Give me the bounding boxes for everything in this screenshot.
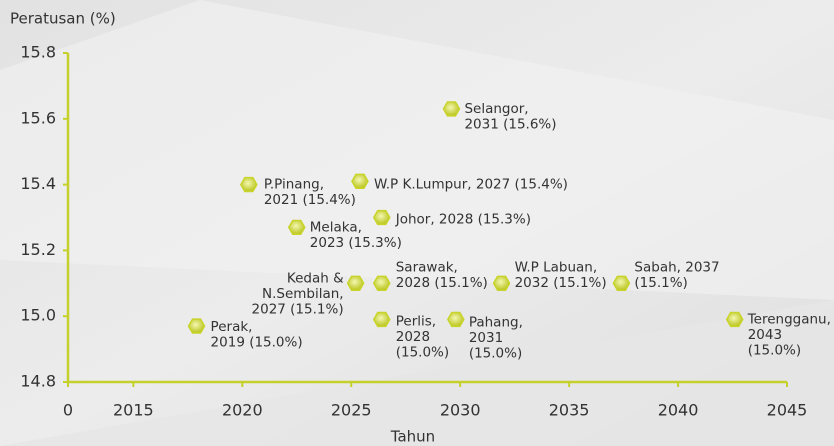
y-tick-label: 15.8 xyxy=(20,43,56,62)
point-label: W.P K.Lumpur, 2027 (15.4%) xyxy=(374,176,568,192)
point-label: 2021 (15.4%) xyxy=(264,192,356,208)
x-tick-label: 2035 xyxy=(549,401,590,420)
x-axis-label: Tahun xyxy=(390,428,435,446)
x-tick-label: 2030 xyxy=(440,401,481,420)
point-label: Johor, 2028 (15.3%) xyxy=(395,212,531,228)
point-label: 2028 (15.1%) xyxy=(396,275,488,291)
x-tick-label: 2020 xyxy=(222,401,263,420)
point-label: Selangor, xyxy=(464,101,528,117)
point xyxy=(187,318,206,334)
point-label: Sabah, 2037 xyxy=(634,259,719,275)
point-label: 2027 (15.1%) xyxy=(252,301,344,317)
y-axis-label: Peratusan (%) xyxy=(10,10,116,28)
point-label: 2031 xyxy=(469,330,503,346)
point xyxy=(239,176,258,193)
point-label: N.Sembilan, xyxy=(262,286,344,302)
point-label: W.P Labuan, xyxy=(515,259,598,275)
point xyxy=(372,311,391,328)
bg-shape xyxy=(0,300,834,446)
point xyxy=(446,311,465,328)
point-label: Melaka, xyxy=(310,219,362,235)
point-label: (15.0%) xyxy=(469,345,522,361)
point-label: (15.1%) xyxy=(634,275,687,291)
point xyxy=(612,275,631,291)
point-label: Perlis, xyxy=(396,313,436,329)
point-label: Pahang, xyxy=(469,314,523,330)
x-tick-label: 2015 xyxy=(113,401,154,420)
point-label: 2043 xyxy=(748,327,782,343)
point-label: Terengganu, xyxy=(747,311,831,327)
y-tick-label: 15.6 xyxy=(20,108,56,127)
x-tick-label: 0 xyxy=(63,401,73,420)
point-label: Perak, xyxy=(211,319,253,335)
bg-shape xyxy=(0,0,834,300)
point-label: (15.0%) xyxy=(748,342,801,358)
point xyxy=(492,275,511,291)
x-tick-label: 2045 xyxy=(767,401,808,420)
point-label: 2031 (15.6%) xyxy=(464,116,556,132)
point-label: 2023 (15.3%) xyxy=(310,235,402,251)
x-tick-label: 2040 xyxy=(658,401,699,420)
point-label: P.Pinang, xyxy=(264,177,324,193)
point-label: (15.0%) xyxy=(396,344,449,360)
point-label: Sarawak, xyxy=(396,259,458,275)
y-tick-label: 14.8 xyxy=(20,372,56,391)
point xyxy=(287,219,306,236)
point-label: 2032 (15.1%) xyxy=(515,275,607,291)
point xyxy=(372,209,391,226)
point xyxy=(351,173,369,189)
point xyxy=(346,275,365,291)
point xyxy=(372,275,391,291)
point-label: 2028 xyxy=(396,329,430,345)
point-label: Kedah & xyxy=(287,270,344,286)
y-tick-label: 15.0 xyxy=(20,306,56,325)
point-label: 2019 (15.0%) xyxy=(211,335,303,351)
x-tick-label: 2025 xyxy=(331,401,372,420)
point xyxy=(442,101,461,117)
y-tick-label: 15.4 xyxy=(20,174,56,193)
point xyxy=(725,311,744,328)
y-tick-label: 15.2 xyxy=(20,240,56,259)
